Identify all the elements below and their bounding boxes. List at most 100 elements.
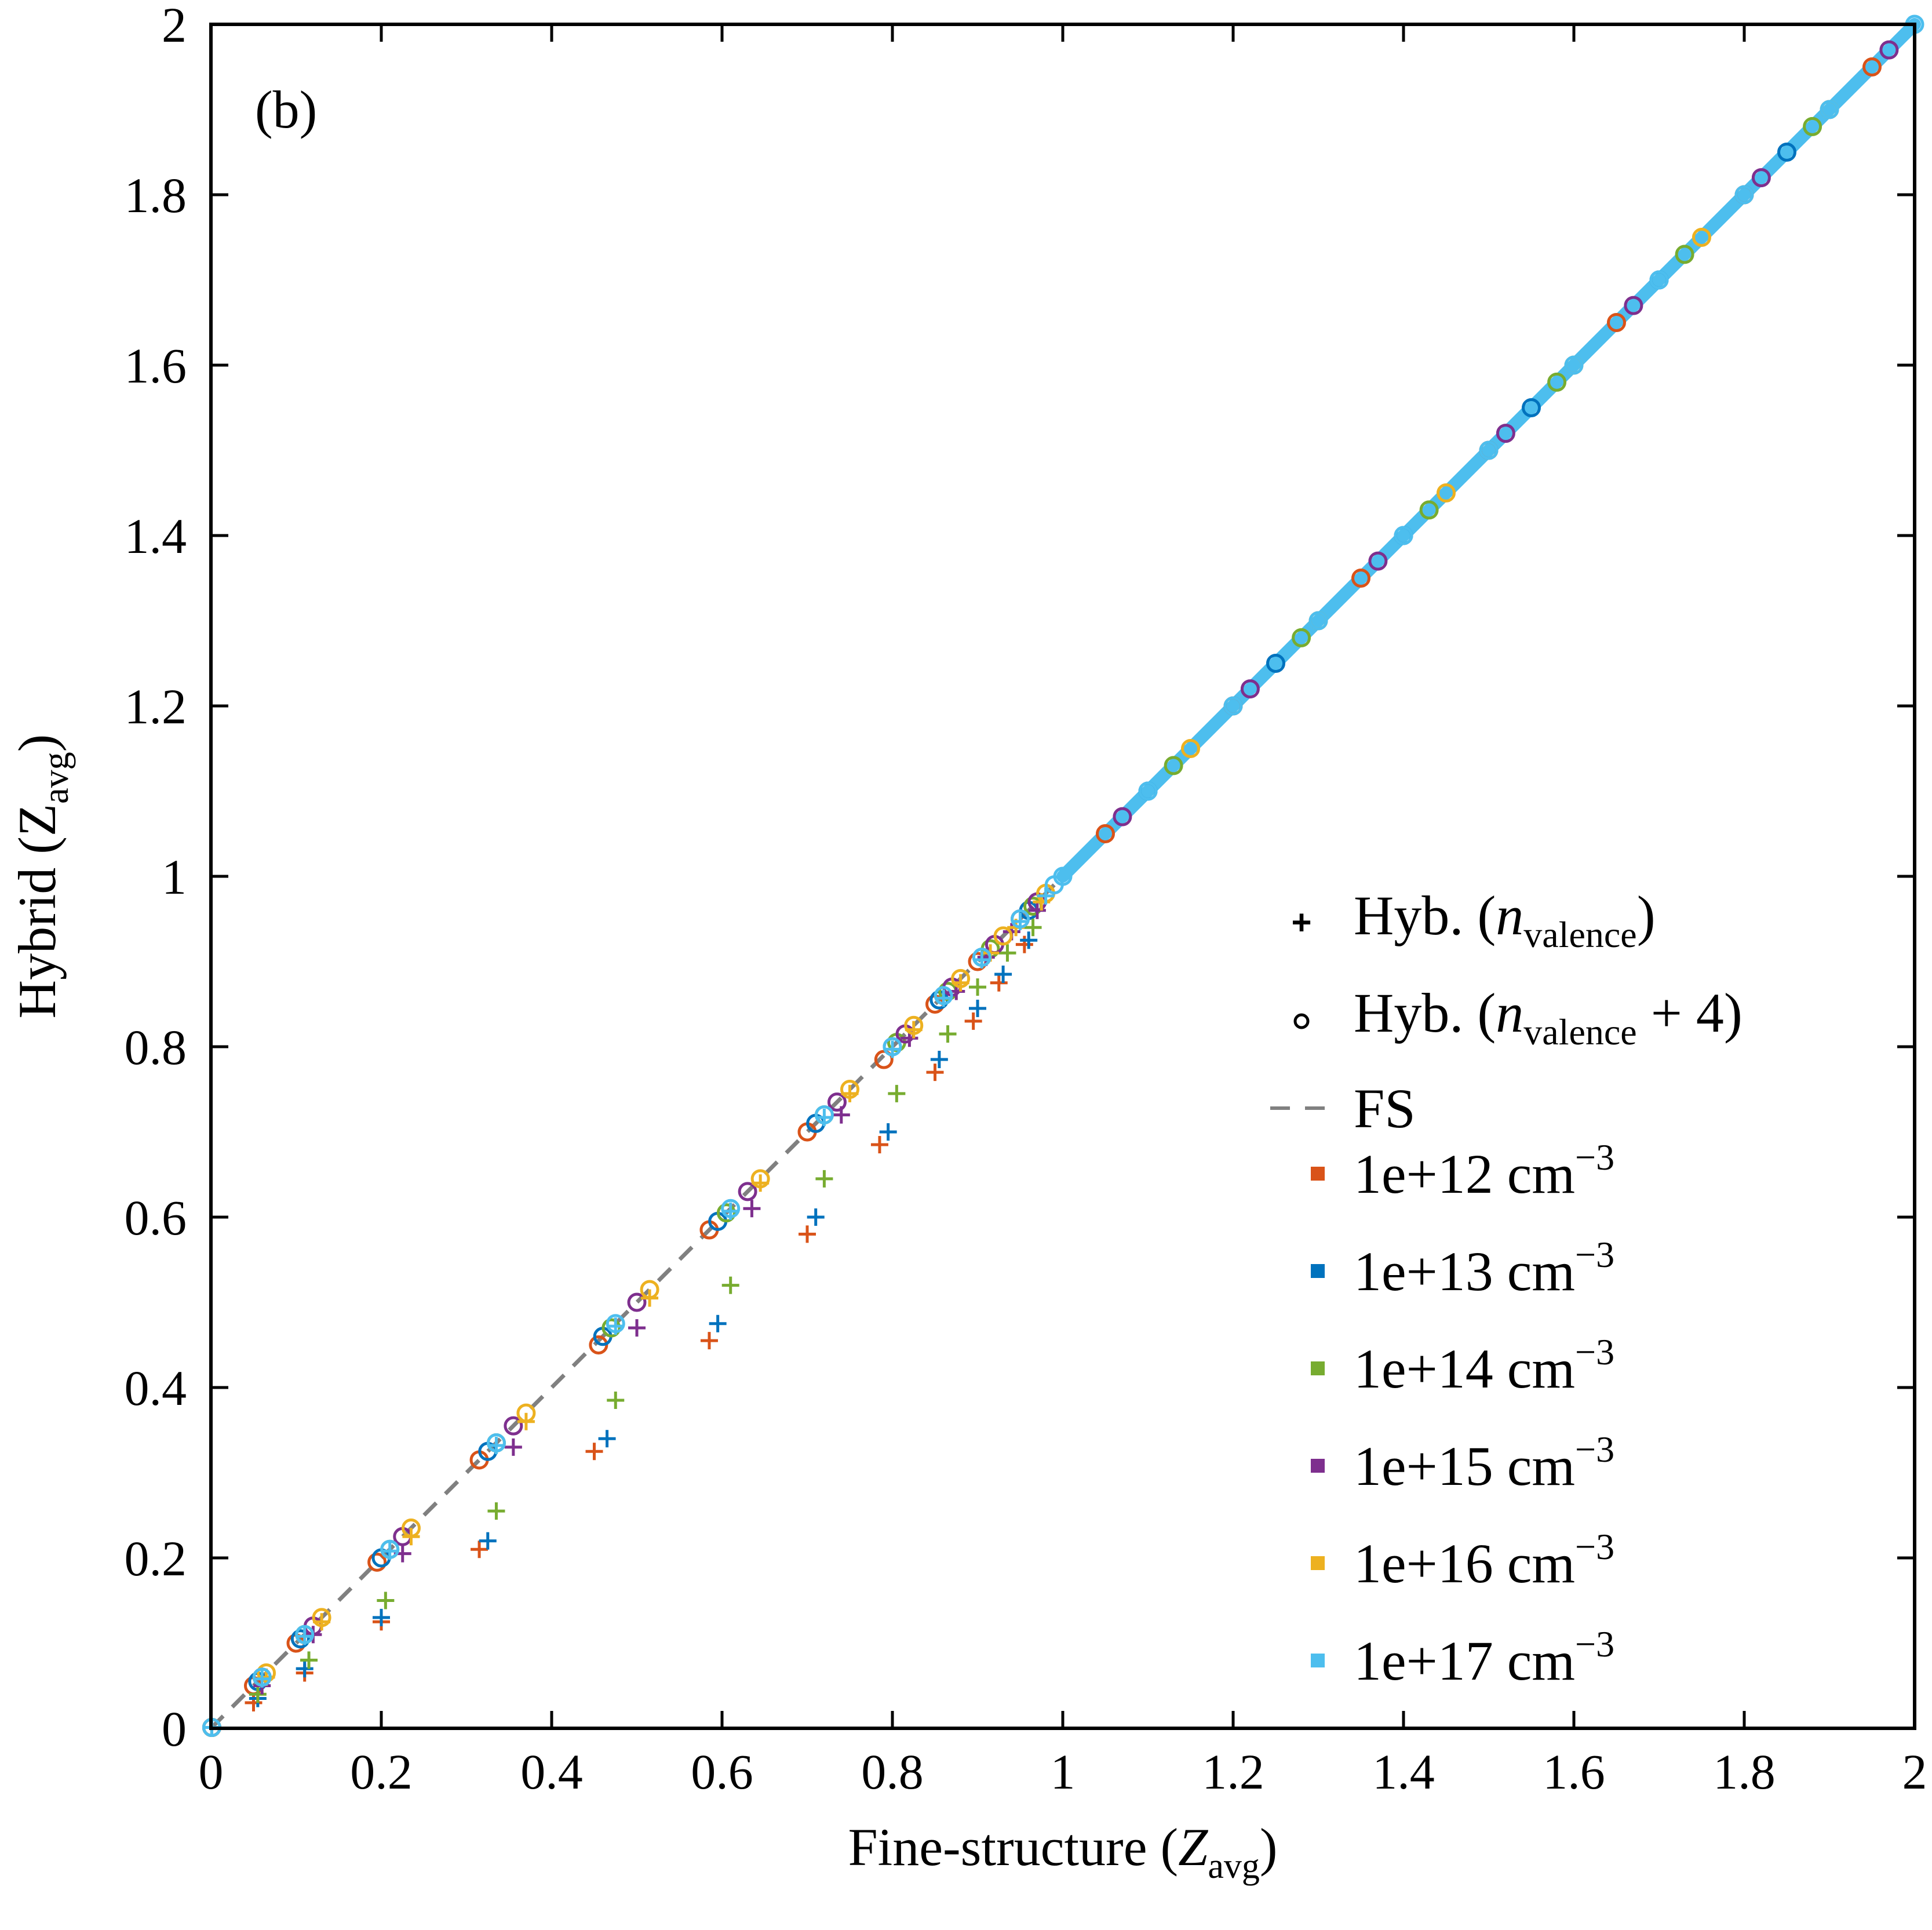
circle-point	[1113, 807, 1132, 826]
legend-swatch-1e14	[1311, 1361, 1325, 1375]
legend-swatch-1e16	[1311, 1556, 1325, 1570]
y-tick-label: 2	[162, 0, 187, 53]
plus-point	[939, 1025, 957, 1043]
circle-point	[1564, 355, 1584, 375]
circle-point	[1751, 168, 1771, 188]
circle-point	[904, 1015, 924, 1035]
legend-hyb-nvalence4-symbol: n	[1496, 982, 1523, 1044]
legend-1e14-superscript: −3	[1575, 1331, 1614, 1372]
circle-point	[883, 1037, 902, 1057]
circle-point	[1053, 866, 1073, 886]
plus-point	[585, 1443, 603, 1461]
legend-entry-1e12: 1e+12 cm−3	[1311, 1137, 1614, 1205]
circle-point	[1096, 824, 1115, 843]
legend-1e17-superscript: −3	[1575, 1623, 1614, 1665]
legend-entry-1e14: 1e+14 cm−3	[1311, 1331, 1614, 1400]
circle-point	[1803, 116, 1822, 136]
legend-1e16-superscript: −3	[1575, 1526, 1614, 1567]
circle-point	[257, 1663, 276, 1683]
legend-hyb-nvalence-prefix: Hyb. (	[1354, 884, 1496, 946]
circle-point	[1223, 696, 1243, 716]
x-tick-label: 1.2	[1202, 1744, 1264, 1800]
plus-point	[799, 1225, 816, 1243]
circle-point	[1734, 185, 1754, 205]
legend-1e15-label: 1e+15 cm	[1354, 1435, 1575, 1497]
plus-point	[300, 1651, 318, 1669]
y-axis-label-close: )	[8, 734, 67, 752]
circle-point	[993, 926, 1013, 946]
circle-point	[1437, 483, 1456, 502]
circle-point	[1479, 440, 1499, 460]
circle-point	[1351, 569, 1370, 588]
circle-point	[1675, 245, 1694, 264]
circle-point	[1879, 40, 1899, 60]
circle-point	[1862, 57, 1882, 77]
plus-point	[815, 1170, 833, 1188]
legend-entry-hyb-nvalence: + Hyb. (nvalence)	[1291, 884, 1655, 955]
plus-point	[870, 1136, 888, 1154]
legend-1e12-superscript: −3	[1575, 1137, 1614, 1178]
plus-point	[1020, 931, 1038, 949]
x-tick-label: 1	[1051, 1744, 1076, 1800]
y-tick-label: 0.2	[125, 1531, 187, 1586]
x-tick-label: 0.4	[520, 1744, 583, 1800]
circle-point	[380, 1539, 400, 1559]
circle-point	[874, 1050, 894, 1069]
plus-point	[930, 1051, 948, 1069]
legend-hyb-nvalence-suffix: )	[1637, 884, 1656, 946]
plus-point	[807, 1208, 825, 1226]
circle-point	[1240, 679, 1260, 699]
circle-point	[1692, 228, 1711, 247]
plus-point	[969, 999, 986, 1017]
x-tick-label: 1.8	[1713, 1744, 1776, 1800]
legend-text-1e13: 1e+13 cm−3	[1354, 1234, 1614, 1302]
plus-point	[504, 1438, 522, 1456]
y-axis-label-symbol: Z	[8, 804, 67, 836]
dense-band-layer	[1056, 18, 1921, 883]
plus-point	[721, 1276, 739, 1294]
x-axis-label-subscript: avg	[1208, 1847, 1260, 1886]
plus-point	[479, 1532, 497, 1550]
plus-point	[888, 1084, 906, 1102]
x-tick-label: 1.4	[1372, 1744, 1435, 1800]
legend-text-1e14: 1e+14 cm−3	[1354, 1331, 1614, 1400]
plus-point	[245, 1694, 263, 1711]
circle-point	[951, 968, 971, 988]
plus-point	[1024, 919, 1042, 937]
legend-circle-marker	[1293, 1013, 1310, 1029]
legend-hyb-nvalence4-prefix: Hyb. (	[1354, 982, 1496, 1044]
circle-point	[312, 1608, 331, 1627]
legend-text-fs: FS	[1354, 1077, 1416, 1139]
legend-1e12-label: 1e+12 cm	[1354, 1143, 1575, 1205]
plus-point	[998, 944, 1016, 962]
legend-hyb-nvalence4-subscript: valence	[1523, 1011, 1636, 1053]
plus-point	[1015, 935, 1033, 953]
y-axis-label-subscript: avg	[37, 752, 76, 804]
circle-point	[721, 1199, 741, 1218]
circle-point	[486, 1433, 506, 1453]
y-axis-label: Hybrid (Zavg)	[8, 734, 76, 1019]
circle-point	[1820, 100, 1839, 119]
x-tick-label: 0	[199, 1744, 224, 1800]
circle-point	[750, 1169, 770, 1189]
legend-text-hyb-nvalence: Hyb. (nvalence)	[1354, 884, 1656, 955]
circle-point	[606, 1314, 625, 1334]
plus-point	[700, 1332, 718, 1350]
circle-point	[504, 1416, 523, 1436]
plus-point	[1037, 887, 1055, 905]
plus-point	[487, 1502, 505, 1520]
legend-1e13-label: 1e+13 cm	[1354, 1240, 1575, 1302]
legend-entry-1e16: 1e+16 cm−3	[1311, 1526, 1614, 1594]
circle-point	[367, 1552, 387, 1572]
x-axis-label-main: Fine-structure (	[848, 1818, 1178, 1877]
circle-point	[1777, 143, 1796, 162]
circle-point	[516, 1403, 536, 1423]
circle-point	[827, 1093, 847, 1112]
legend-entry-1e13: 1e+13 cm−3	[1311, 1234, 1614, 1302]
circle-point	[252, 1667, 272, 1687]
circle-point	[972, 948, 991, 967]
circle-point	[1266, 654, 1285, 673]
legend-swatch-1e15	[1311, 1459, 1325, 1473]
x-tick-label: 0.2	[350, 1744, 413, 1800]
